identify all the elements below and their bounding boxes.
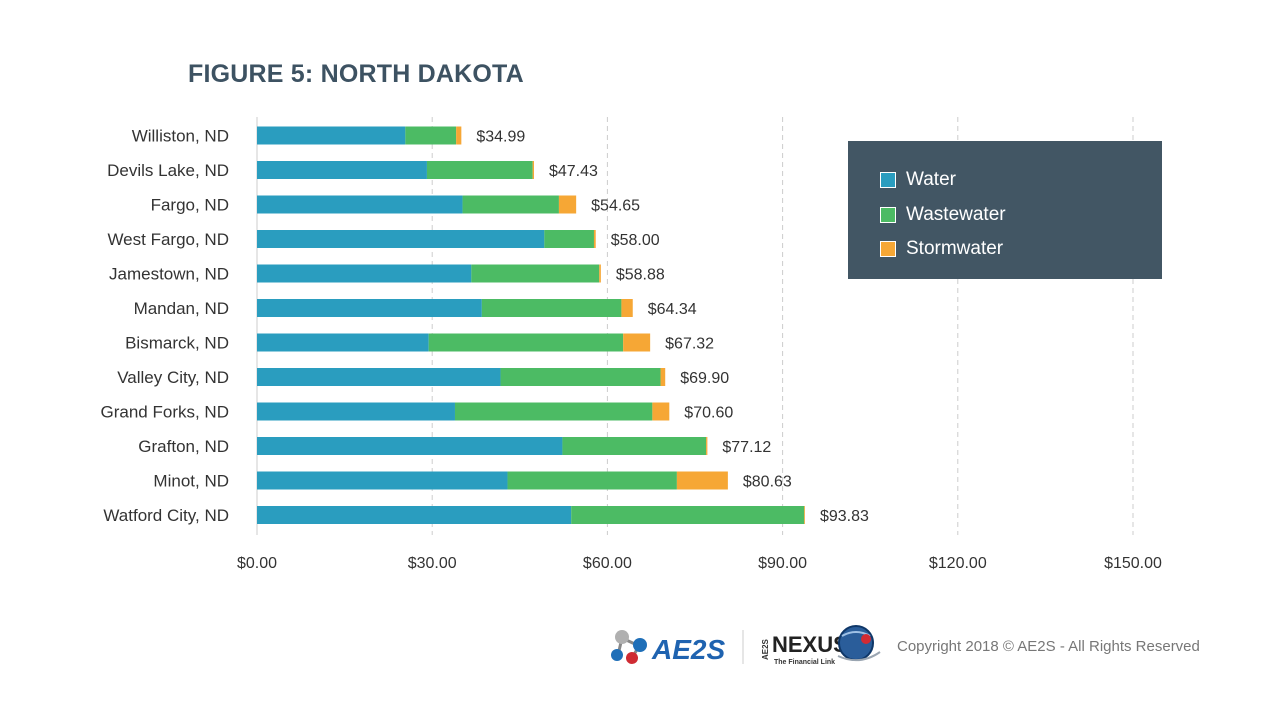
category-label: Devils Lake, ND [107,161,229,180]
bar-segment-wastewater [571,506,805,524]
bar-segment-wastewater [405,126,457,145]
ae2s-logo-text: AE2S [651,634,725,665]
total-value-label: $58.00 [611,232,660,249]
bar-segment-stormwater [456,126,462,145]
category-label: West Fargo, ND [107,230,229,249]
category-label: Williston, ND [132,127,229,146]
bar-segment-wastewater [426,161,533,179]
x-tick-label: $60.00 [583,555,632,572]
ae2s-logo: AE2S [611,630,725,665]
category-label: Valley City, ND [117,368,229,387]
nexus-subtitle-text: The Financial Link [774,659,835,666]
bar-segment-water [257,299,482,317]
bar-segment-water [257,126,406,145]
total-value-label: $58.88 [616,267,665,284]
category-label: Mandan, ND [134,299,229,318]
category-label: Watford City, ND [103,506,229,525]
total-value-label: $47.43 [549,163,598,180]
category-label: Grand Forks, ND [101,403,229,422]
legend-swatch [880,206,896,223]
bar-segment-water [257,506,572,524]
bars [257,126,805,524]
bar-segment-water [257,437,563,455]
nexus-side-text: AE2S [761,638,770,660]
legend-label: Stormwater [906,238,1004,260]
bar-segment-water [257,230,545,248]
x-tick-label: $120.00 [929,555,987,572]
bar-segment-wastewater [471,264,600,283]
total-value-label: $93.83 [820,508,869,525]
bar-segment-wastewater [481,299,622,317]
bar-segment-water [257,195,463,214]
bar-segment-wastewater [544,230,594,248]
total-value-label: $34.99 [476,129,525,146]
legend-swatch [880,172,896,189]
bar-segment-water [257,264,472,283]
bar-segment-water [257,161,427,179]
legend-item-wastewater: Wastewater [880,198,1162,233]
total-value-label: $69.90 [680,370,729,387]
bar-segment-stormwater [621,299,633,317]
total-value-label: $64.34 [648,301,697,318]
bar-segment-stormwater [532,161,534,179]
x-tick-label: $90.00 [758,555,807,572]
legend-swatch [880,241,896,258]
legend: Water Wastewater Stormwater [848,141,1162,279]
category-label: Minot, ND [153,472,229,491]
category-label: Fargo, ND [151,196,229,215]
total-value-label: $70.60 [684,405,733,422]
bar-segment-stormwater [558,195,577,214]
bar-segment-wastewater [462,195,559,214]
bar-segment-stormwater [676,471,728,490]
category-label: Grafton, ND [138,437,229,456]
x-tick-label: $150.00 [1104,555,1162,572]
bar-segment-wastewater [428,333,624,352]
bar-segment-stormwater [652,402,670,421]
bar-segment-wastewater [454,402,653,421]
bar-segment-stormwater [706,437,708,455]
bar-segment-wastewater [500,368,661,386]
legend-label: Water [906,169,956,191]
legend-item-water: Water [880,163,1162,198]
copyright-text: Copyright 2018 © AE2S - All Rights Reser… [897,638,1200,655]
total-value-label: $80.63 [743,474,792,491]
nexus-title-text: NEXUS [772,632,848,657]
grid-lines [256,117,1134,535]
legend-item-stormwater: Stormwater [880,232,1162,267]
total-value-label: $54.65 [591,198,640,215]
bar-segment-stormwater [660,368,666,386]
total-value-label: $67.32 [665,336,714,353]
bar-segment-stormwater [593,230,596,248]
stacked-bar-chart: $0.00 $30.00 $60.00 $90.00 $120.00 $150.00 Wil… [101,117,1163,573]
bar-segment-stormwater [804,506,805,524]
bar-segment-water [257,402,455,421]
bar-segment-water [257,333,429,352]
x-tick-label: $0.00 [237,555,277,572]
labels: $0.00 $30.00 $60.00 $90.00 $120.00 $150.00 Wil… [101,127,1163,573]
footer-logos: AE2S AE2S NEXUS The Financial Link [611,625,881,666]
x-tick-label: $30.00 [408,555,457,572]
total-value-label: $77.12 [722,439,771,456]
bar-segment-water [257,368,501,386]
chart-title: FIGURE 5: NORTH DAKOTA [188,60,524,88]
category-label: Bismarck, ND [125,334,229,353]
bar-segment-wastewater [507,471,677,490]
nexus-logo: AE2S NEXUS The Financial Link [761,625,881,666]
legend-label: Wastewater [906,203,1006,225]
bar-segment-stormwater [623,333,651,352]
bar-segment-wastewater [562,437,707,455]
category-label: Jamestown, ND [109,265,229,284]
bar-segment-water [257,471,508,490]
bar-segment-stormwater [599,264,601,283]
